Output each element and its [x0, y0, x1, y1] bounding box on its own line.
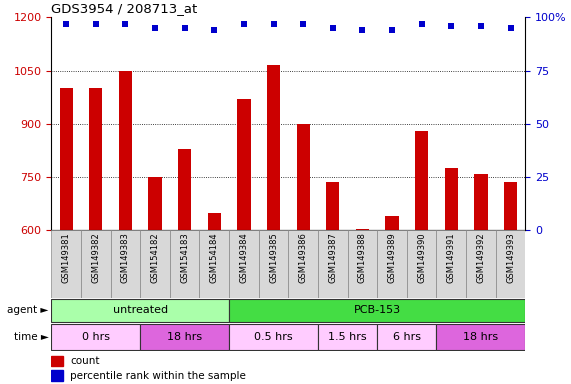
- Text: GSM149385: GSM149385: [269, 232, 278, 283]
- Bar: [296, 124, 310, 230]
- Bar: [178, 149, 191, 230]
- Text: GSM149383: GSM149383: [121, 232, 130, 283]
- Text: GSM149392: GSM149392: [476, 232, 485, 283]
- Text: 1.5 hrs: 1.5 hrs: [328, 332, 367, 342]
- Bar: [318, 324, 377, 350]
- Bar: [504, 182, 517, 230]
- Bar: [111, 230, 140, 298]
- Text: 18 hrs: 18 hrs: [167, 332, 202, 342]
- Bar: [466, 230, 496, 298]
- Bar: [229, 324, 318, 350]
- Bar: [51, 356, 63, 366]
- Bar: [475, 174, 488, 230]
- Bar: [51, 370, 63, 381]
- Bar: [51, 299, 229, 321]
- Bar: [229, 299, 525, 321]
- Bar: [445, 168, 458, 230]
- Bar: [140, 324, 229, 350]
- Bar: [238, 99, 251, 230]
- Text: PCB-153: PCB-153: [353, 305, 401, 315]
- Text: time ►: time ►: [14, 332, 49, 342]
- Bar: [356, 229, 369, 230]
- Bar: [89, 88, 102, 230]
- Bar: [436, 324, 525, 350]
- Text: GSM149389: GSM149389: [388, 232, 396, 283]
- Bar: [148, 177, 162, 230]
- Text: 18 hrs: 18 hrs: [463, 332, 498, 342]
- Text: GSM154182: GSM154182: [151, 232, 159, 283]
- Bar: [288, 230, 318, 298]
- Bar: [51, 324, 140, 350]
- Text: GSM154184: GSM154184: [210, 232, 219, 283]
- Bar: [377, 324, 436, 350]
- Text: GSM149393: GSM149393: [506, 232, 515, 283]
- Bar: [377, 230, 407, 298]
- Bar: [199, 230, 229, 298]
- Text: 0 hrs: 0 hrs: [82, 332, 110, 342]
- Text: GSM149381: GSM149381: [62, 232, 71, 283]
- Text: GSM149386: GSM149386: [299, 232, 308, 283]
- Bar: [318, 230, 348, 298]
- Text: GSM154183: GSM154183: [180, 232, 189, 283]
- Text: count: count: [70, 356, 100, 366]
- Text: agent ►: agent ►: [7, 305, 49, 315]
- Text: GSM149388: GSM149388: [358, 232, 367, 283]
- Text: GDS3954 / 208713_at: GDS3954 / 208713_at: [51, 2, 198, 15]
- Bar: [208, 214, 221, 230]
- Text: GSM149391: GSM149391: [447, 232, 456, 283]
- Bar: [170, 230, 199, 298]
- Bar: [119, 71, 132, 230]
- Text: untreated: untreated: [112, 305, 168, 315]
- Text: GSM149382: GSM149382: [91, 232, 100, 283]
- Text: GSM149387: GSM149387: [328, 232, 337, 283]
- Bar: [81, 230, 111, 298]
- Bar: [436, 230, 466, 298]
- Bar: [259, 230, 288, 298]
- Text: 6 hrs: 6 hrs: [393, 332, 421, 342]
- Bar: [415, 131, 428, 230]
- Bar: [326, 182, 339, 230]
- Text: GSM149390: GSM149390: [417, 232, 426, 283]
- Bar: [59, 88, 73, 230]
- Bar: [348, 230, 377, 298]
- Text: 0.5 hrs: 0.5 hrs: [254, 332, 293, 342]
- Bar: [229, 230, 259, 298]
- Bar: [51, 230, 81, 298]
- Bar: [267, 65, 280, 230]
- Bar: [140, 230, 170, 298]
- Bar: [385, 216, 399, 230]
- Text: GSM149384: GSM149384: [239, 232, 248, 283]
- Text: percentile rank within the sample: percentile rank within the sample: [70, 371, 246, 381]
- Bar: [407, 230, 436, 298]
- Bar: [496, 230, 525, 298]
